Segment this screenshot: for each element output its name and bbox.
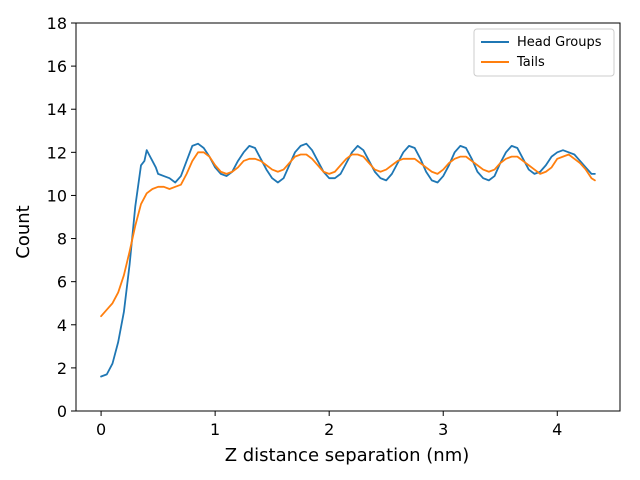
- plot-area: [75, 22, 621, 412]
- legend-label-head-groups: Head Groups: [517, 35, 602, 50]
- series-line-tails: [100, 151, 596, 318]
- y-tick-label: 18: [47, 14, 67, 33]
- y-tick-label: 12: [47, 143, 67, 162]
- x-tick-label: 0: [96, 420, 106, 439]
- legend-frame: [473, 28, 615, 77]
- legend: Head Groups Tails: [473, 28, 615, 77]
- y-tick-label: 2: [57, 359, 67, 378]
- y-tick-label: 8: [57, 230, 67, 249]
- y-tick-label: 14: [47, 100, 67, 119]
- x-tick-label: 3: [438, 420, 448, 439]
- y-tick-label: 0: [57, 402, 67, 421]
- x-tick-label: 4: [552, 420, 562, 439]
- y-tick-label: 4: [57, 316, 67, 335]
- y-axis-label: Count: [13, 205, 34, 258]
- axes-frame: [75, 22, 621, 412]
- y-axis-ticks: 0 2 4 6 8 10 12 14 16 18: [47, 14, 76, 421]
- x-axis-ticks: 0 1 2 3 4: [96, 411, 562, 439]
- x-tick-label: 2: [324, 420, 334, 439]
- y-tick-label: 16: [47, 57, 67, 76]
- x-tick-label: 1: [210, 420, 220, 439]
- series-line-head-groups: [100, 142, 596, 378]
- legend-label-tails: Tails: [516, 55, 545, 70]
- x-axis-label: Z distance separation (nm): [225, 445, 470, 466]
- y-tick-label: 10: [47, 186, 67, 205]
- y-tick-label: 6: [57, 273, 67, 292]
